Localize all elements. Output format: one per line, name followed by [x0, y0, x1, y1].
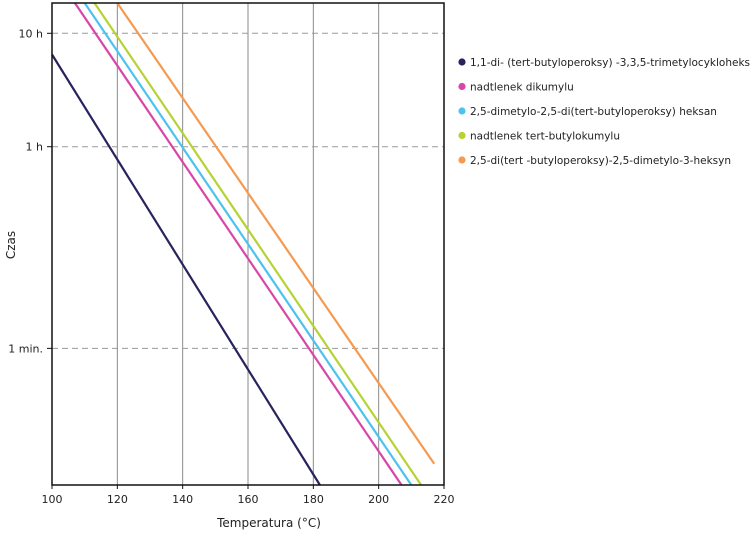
x-axis-ticks: 100 120 140 160 180 200 220 [42, 485, 455, 506]
y-tick-label: 1 h [26, 141, 43, 154]
legend-marker-5 [458, 156, 466, 164]
series-lines [51, 2, 436, 486]
series-line-2 [73, 2, 403, 486]
legend-marker-4 [458, 131, 466, 140]
legend-label-5: 2,5-di(tert -butyloperoksy)-2,5-dimetylo… [470, 155, 731, 167]
legend-label-1: 1,1-di- (tert-butyloperoksy) -3,3,5-trim… [470, 57, 750, 69]
x-tick-label: 120 [107, 493, 128, 506]
legend-marker-2 [458, 82, 466, 91]
series-line-3 [83, 2, 413, 486]
x-tick-label: 100 [42, 493, 63, 506]
y-tick-label: 10 h [19, 27, 43, 40]
series-line-5 [116, 2, 436, 465]
x-tick-label: 160 [238, 493, 259, 506]
y-axis-title: Czas [4, 231, 18, 259]
legend: 1,1-di- (tert-butyloperoksy) -3,3,5-trim… [458, 57, 750, 167]
y-tick-label: 1 min. [8, 342, 43, 355]
x-tick-label: 140 [172, 493, 193, 506]
y-axis-ticks: 10 h 1 h 1 min. [8, 27, 52, 355]
series-line-4 [93, 2, 423, 486]
legend-marker-1 [458, 58, 466, 66]
x-tick-label: 220 [434, 493, 455, 506]
series-line-1 [51, 53, 321, 486]
x-tick-label: 180 [303, 493, 324, 506]
legend-label-4: nadtlenek tert-butylokumylu [470, 131, 620, 143]
legend-marker-3 [458, 107, 466, 115]
x-axis-title: Temperatura (°C) [216, 516, 321, 530]
legend-label-3: 2,5-dimetylo-2,5-di(tert-butyloperoksy) … [470, 106, 717, 118]
legend-label-2: nadtlenek dikumylu [470, 82, 574, 94]
grid [52, 3, 444, 485]
x-tick-label: 200 [368, 493, 389, 506]
